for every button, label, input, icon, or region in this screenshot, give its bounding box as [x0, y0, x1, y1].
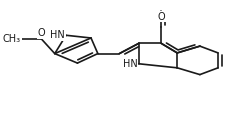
Text: CH₃: CH₃: [3, 34, 21, 44]
Text: O: O: [158, 12, 165, 22]
Text: HN: HN: [123, 59, 138, 69]
Text: HN: HN: [50, 30, 65, 40]
Text: O: O: [37, 28, 45, 38]
